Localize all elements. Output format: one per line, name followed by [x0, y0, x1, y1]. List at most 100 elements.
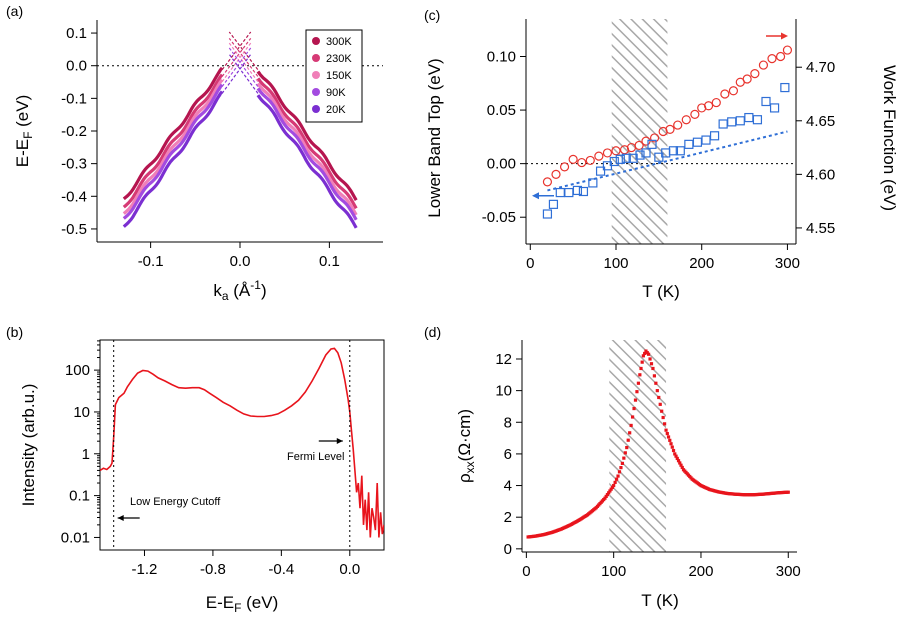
panel-a-x-tick-label: 0.0 — [230, 253, 251, 270]
panel-c-x-label: T (K) — [642, 282, 679, 301]
panel-d-y-label: ρxx(Ω·cm) — [455, 409, 477, 483]
panel-a-fit-right-150K — [228, 42, 268, 95]
panel-a-y-ticks: 0.1 0.0 -0.1 -0.2 -0.3 -0.4 -0.5 — [61, 25, 97, 238]
panel-a-y-label-base: E-E — [13, 139, 32, 167]
resistivity-point — [622, 456, 626, 460]
work-function-point — [742, 74, 752, 84]
panel-c-points — [526, 45, 796, 219]
panel-c-y-ticks: 0.10 0.05 0.00 -0.05 — [482, 49, 526, 226]
resistivity-point — [630, 415, 635, 419]
fermi-level-arrowhead — [336, 438, 343, 444]
panel-d-y-label-sub: xx — [463, 461, 477, 473]
low-energy-cutoff-arrowhead — [117, 515, 124, 521]
panel-b-x-tick-label: -0.8 — [200, 561, 226, 578]
panel-d-x-tick-label: 200 — [688, 563, 713, 580]
panel-a-x-label: ka (Å-1) — [213, 278, 266, 303]
resistivity-point — [649, 362, 654, 366]
lower-band-top-point — [609, 156, 619, 167]
resistivity-point — [651, 366, 655, 371]
panel-d-label: (d) — [424, 324, 441, 340]
resistivity-point — [633, 398, 638, 402]
resistivity-point — [674, 454, 678, 458]
panel-a-band-left-300K — [122, 66, 224, 201]
lower-band-top-point — [615, 154, 625, 164]
lower-band-top-point — [735, 116, 745, 126]
panel-a-fit-right-90K — [228, 47, 268, 99]
resistivity-point — [668, 438, 672, 442]
work-function-point — [690, 109, 700, 119]
resistivity-point — [654, 381, 658, 385]
resistivity-point — [661, 415, 665, 420]
panel-a-legend-label: 90K — [326, 87, 346, 99]
fermi-level-label: Fermi Level — [287, 451, 344, 463]
panel-b-x-ticks: -1.2 -0.8 -0.4 0.0 — [132, 550, 360, 578]
panel-a-legend-label: 300K — [326, 36, 352, 48]
panel-b-y-tick-label: 10 — [73, 404, 90, 421]
work-function-point — [775, 51, 786, 62]
panel-a-band-right-300K — [256, 70, 358, 201]
resistivity-point — [655, 389, 659, 393]
resistivity-point — [641, 354, 645, 358]
panel-a-band-right-20K — [256, 94, 358, 229]
resistivity-point — [666, 435, 671, 439]
low-energy-cutoff-label: Low Energy Cutoff — [130, 496, 221, 508]
resistivity-point — [675, 456, 679, 461]
panel-a-legend-marker — [312, 54, 320, 62]
panel-b-frame — [99, 339, 385, 551]
panel-a-band-left-20K — [122, 90, 224, 228]
panel-c-x-tick-label: 300 — [775, 255, 800, 272]
panel-b-x-label-base: E-E — [206, 593, 234, 612]
lower-band-top-point — [675, 146, 685, 156]
resistivity-point — [613, 480, 617, 484]
panel-a-y-tick-label: -0.3 — [61, 156, 87, 173]
panel-a-fit-left-230K — [212, 37, 252, 89]
panel-d-resistivity: 0 100 200 300 0 2 4 6 8 10 12 T (K) ρxx(Ω·cm) — [455, 340, 801, 610]
panel-c-y-tick-label-right: 4.60 — [806, 166, 835, 183]
resistivity-point — [603, 496, 607, 500]
panel-a-y-label-sub: F — [21, 132, 35, 139]
work-function-point — [782, 45, 793, 55]
resistivity-point — [617, 470, 622, 474]
panel-c-band-top: 0 100 200 300 0.10 0.05 0.00 -0.05 4.70 4.65 4.6… — [425, 19, 899, 301]
resistivity-point — [639, 366, 643, 371]
panel-c-x-tick-label: 100 — [603, 255, 628, 272]
lower-band-top-point — [701, 135, 711, 145]
work-function-point — [750, 69, 760, 79]
panel-d-x-tick-label: 0 — [522, 563, 530, 580]
work-function-point — [551, 169, 561, 179]
panel-a-x-label-sup: -1 — [250, 278, 261, 292]
panel-a-legend-label: 230K — [326, 53, 352, 65]
panel-c-linear-fit — [547, 130, 788, 192]
resistivity-point — [678, 461, 682, 465]
lower-band-top-point — [718, 119, 728, 129]
work-function-point — [559, 162, 570, 172]
panel-a-y-tick-label: -0.4 — [61, 188, 87, 205]
panel-b-label: (b) — [6, 324, 23, 340]
resistivity-point — [608, 489, 612, 493]
work-function-point — [681, 115, 691, 125]
lower-band-top-point — [548, 199, 559, 209]
lower-band-top-point — [588, 178, 598, 188]
panel-a-x-tick-label: -0.1 — [138, 253, 164, 270]
panel-a-fit-right-230K — [228, 37, 268, 89]
resistivity-point — [665, 431, 669, 436]
panel-c-y-tick-label-right: 4.70 — [806, 59, 835, 76]
lower-band-top-point — [542, 209, 553, 219]
panel-d-x-ticks: 0 100 200 300 — [522, 552, 801, 580]
panel-b-spectrum-curve — [100, 347, 384, 538]
panel-d-x-tick-label: 100 — [601, 563, 626, 580]
resistivity-point — [648, 357, 652, 361]
work-function-point — [703, 101, 714, 111]
resistivity-point — [680, 465, 684, 470]
panel-b-x-label-sub: F — [234, 601, 241, 615]
panel-c-y-label-right: Work Function (eV) — [880, 65, 899, 211]
work-function-point — [767, 54, 777, 64]
panel-a-dispersion: -0.1 0.0 0.1 0.1 0.0 -0.1 -0.2 -0.3 -0.4 -0.5 ka… — [13, 20, 383, 303]
lower-band-top-point — [709, 131, 720, 141]
work-function-point — [634, 140, 644, 151]
lower-band-top-point — [744, 112, 754, 123]
panel-c-label: (c) — [424, 7, 440, 23]
resistivity-point — [786, 490, 790, 494]
resistivity-point — [626, 438, 630, 442]
